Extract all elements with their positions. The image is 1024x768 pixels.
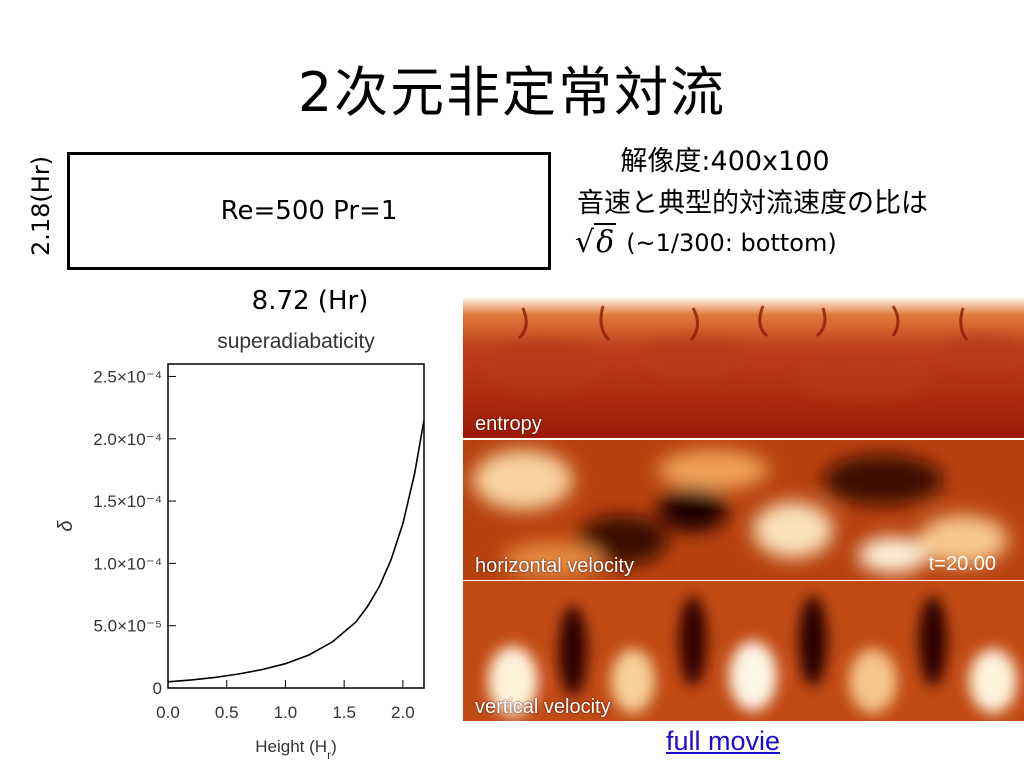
horizontal-velocity-field: [463, 440, 1024, 580]
domain-box-label: Re=500 Pr=1: [220, 196, 398, 226]
domain-width-label: 8.72 (Hr): [251, 286, 369, 316]
delta-curve: [167, 419, 425, 683]
vertical-velocity-panel: vertical velocity: [463, 581, 1024, 721]
time-label: t=20.00: [928, 553, 996, 575]
sqrt-delta-line: √δ (~1/300: bottom): [575, 223, 837, 260]
resolution-text: 解像度:400x100: [620, 146, 830, 177]
y-tick-label: 0: [153, 679, 162, 698]
x-tick-label: 0.0: [156, 703, 180, 722]
plot-frame: [167, 363, 425, 689]
x-tick-label: 1.5: [332, 703, 356, 722]
sqrt-delta-content: δ: [594, 223, 617, 260]
axis-ticks: 0.0 0.5 1.0 1.5 2.0 0 5.0×10⁻⁵ 1.0×10⁻⁴ 1.5×10⁻⁴…: [93, 367, 414, 722]
entropy-field: [463, 298, 1024, 438]
full-movie-link[interactable]: full movie: [666, 726, 781, 756]
horizontal-velocity-panel: horizontal velocity t=20.00: [463, 440, 1024, 580]
chart-title: superadiabaticity: [217, 330, 375, 353]
x-tick-label: 1.0: [274, 703, 298, 722]
horizontal-velocity-label: horizontal velocity: [475, 555, 634, 577]
y-tick-label: 2.5×10⁻⁴: [93, 367, 162, 386]
slide-title: 2次元非定常対流: [297, 61, 727, 124]
sqrt-delta-symbol: √δ: [575, 223, 617, 260]
x-tick-label: 0.5: [215, 703, 239, 722]
y-tick-label: 1.5×10⁻⁴: [93, 492, 162, 511]
y-axis-label: δ: [55, 520, 77, 532]
speed-ratio-text: 音速と典型的対流速度の比は: [577, 188, 928, 219]
x-axis-label-sub: r: [327, 748, 331, 760]
entropy-panel: entropy: [463, 298, 1024, 438]
vertical-velocity-label: vertical velocity: [475, 696, 611, 718]
y-tick-label: 1.0×10⁻⁴: [93, 554, 162, 573]
x-axis-label-main: Height (H: [255, 737, 327, 756]
y-tick-label: 2.0×10⁻⁴: [93, 430, 162, 449]
superadiabaticity-chart: superadiabaticity 0.0 0.5 1.0 1.5 2.0 0 5.0×10…: [55, 330, 425, 760]
ratio-value-text: (~1/300: bottom): [626, 229, 837, 257]
domain-height-label: 2.18(Hr): [27, 155, 55, 256]
x-axis-label-close: ): [331, 737, 337, 756]
entropy-label: entropy: [475, 413, 542, 435]
x-tick-label: 2.0: [391, 703, 415, 722]
x-axis-label: Height (Hr): [255, 737, 336, 760]
vertical-velocity-field: [463, 581, 1024, 721]
domain-box: Re=500 Pr=1: [67, 152, 551, 270]
y-tick-label: 5.0×10⁻⁵: [94, 617, 163, 636]
